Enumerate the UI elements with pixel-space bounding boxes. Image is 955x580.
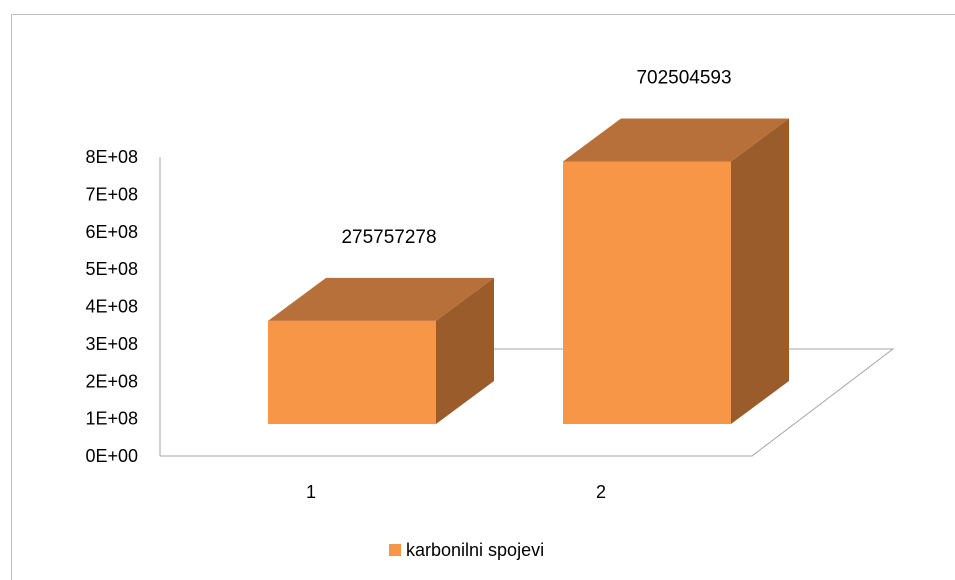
bar-front-face: [268, 320, 436, 424]
y-tick-label: 0E+00: [85, 446, 138, 466]
x-tick-label: 1: [306, 482, 316, 502]
y-tick-label: 5E+08: [85, 259, 138, 279]
y-tick-label: 1E+08: [85, 409, 138, 429]
y-tick-label: 8E+08: [85, 147, 138, 167]
bar-top-face: [563, 118, 789, 162]
y-tick-label: 3E+08: [85, 334, 138, 354]
legend-label: karbonilni spojevi: [406, 540, 544, 560]
y-tick-label: 6E+08: [85, 222, 138, 242]
data-label: 702504593: [636, 67, 731, 88]
bar-side-face: [436, 277, 494, 424]
bar-front-face: [563, 161, 731, 424]
y-tick-label: 4E+08: [85, 297, 138, 317]
x-tick-label: 2: [596, 482, 606, 502]
data-label: 275757278: [341, 227, 436, 248]
y-tick-label: 7E+08: [85, 184, 138, 204]
bar: [268, 277, 494, 424]
legend-swatch: [389, 544, 401, 556]
bar-top-face: [268, 277, 494, 321]
bar: [563, 118, 789, 425]
bar-side-face: [731, 118, 789, 425]
y-tick-label: 2E+08: [85, 371, 138, 391]
